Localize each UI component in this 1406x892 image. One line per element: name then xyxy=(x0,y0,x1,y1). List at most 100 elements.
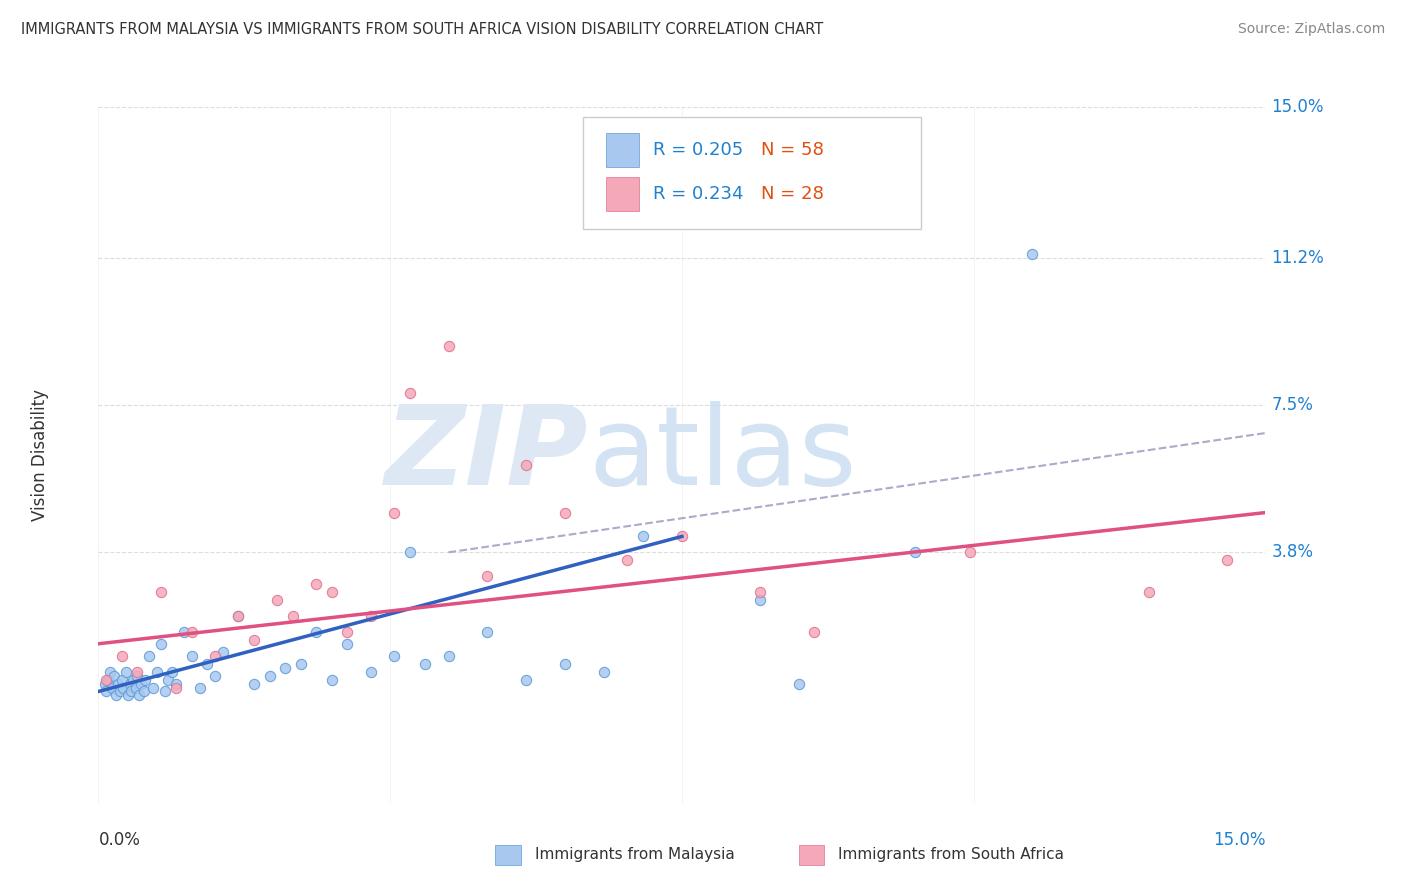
Point xyxy=(165,676,187,690)
Point xyxy=(134,673,156,687)
Point xyxy=(195,657,218,671)
Point xyxy=(281,609,304,624)
Point xyxy=(142,681,165,695)
Point xyxy=(398,545,420,559)
Text: 3.8%: 3.8% xyxy=(1271,543,1313,561)
Point xyxy=(959,545,981,559)
Text: 0.0%: 0.0% xyxy=(98,830,141,848)
Text: IMMIGRANTS FROM MALAYSIA VS IMMIGRANTS FROM SOUTH AFRICA VISION DISABILITY CORRE: IMMIGRANTS FROM MALAYSIA VS IMMIGRANTS F… xyxy=(21,22,824,37)
Text: atlas: atlas xyxy=(589,401,858,508)
Point xyxy=(146,665,169,679)
Bar xyxy=(606,134,638,167)
Point xyxy=(336,624,359,639)
Point xyxy=(477,569,499,583)
Point xyxy=(132,684,155,698)
Text: N = 28: N = 28 xyxy=(761,185,824,203)
Point xyxy=(305,624,328,639)
Point xyxy=(173,624,195,639)
Point xyxy=(93,676,115,690)
Point xyxy=(382,506,405,520)
Point xyxy=(114,665,136,679)
Text: 15.0%: 15.0% xyxy=(1213,830,1265,848)
FancyBboxPatch shape xyxy=(582,118,921,229)
Point xyxy=(212,645,235,659)
Point xyxy=(382,648,405,663)
Point xyxy=(360,665,382,679)
Point xyxy=(228,609,250,624)
Text: 15.0%: 15.0% xyxy=(1271,98,1323,116)
Point xyxy=(360,609,382,624)
Point xyxy=(243,632,266,647)
Point xyxy=(243,676,266,690)
Point xyxy=(631,529,654,543)
Text: Source: ZipAtlas.com: Source: ZipAtlas.com xyxy=(1237,22,1385,37)
Text: ZIP: ZIP xyxy=(385,401,589,508)
Point xyxy=(593,665,616,679)
Text: Immigrants from Malaysia: Immigrants from Malaysia xyxy=(534,847,734,863)
Point xyxy=(127,665,149,679)
Point xyxy=(117,689,139,703)
Point xyxy=(266,593,288,607)
Point xyxy=(290,657,312,671)
Point xyxy=(228,609,250,624)
Point xyxy=(616,553,638,567)
Text: N = 58: N = 58 xyxy=(761,141,824,159)
Point xyxy=(803,624,825,639)
Text: Vision Disability: Vision Disability xyxy=(31,389,49,521)
Point xyxy=(671,529,693,543)
Point xyxy=(96,684,118,698)
Point xyxy=(259,668,281,682)
Point xyxy=(97,673,120,687)
Point xyxy=(1137,585,1160,599)
Point xyxy=(107,676,129,690)
Point xyxy=(165,681,187,695)
Point xyxy=(149,585,172,599)
Point xyxy=(398,386,420,401)
Point xyxy=(1021,247,1043,261)
Point xyxy=(904,545,927,559)
Point xyxy=(138,648,160,663)
Point xyxy=(112,681,135,695)
Point xyxy=(477,624,499,639)
Point xyxy=(111,673,134,687)
Point xyxy=(1215,553,1237,567)
Point xyxy=(204,668,226,682)
Text: Immigrants from South Africa: Immigrants from South Africa xyxy=(838,847,1064,863)
Point xyxy=(118,676,141,690)
Point xyxy=(321,585,343,599)
Point xyxy=(554,657,576,671)
Point xyxy=(180,648,202,663)
Point xyxy=(204,648,226,663)
Point xyxy=(748,585,770,599)
Point xyxy=(437,648,460,663)
Bar xyxy=(606,178,638,211)
Point xyxy=(149,637,172,651)
Bar xyxy=(495,846,520,864)
Point xyxy=(180,624,202,639)
Point xyxy=(157,673,180,687)
Point xyxy=(125,681,148,695)
Point xyxy=(128,689,150,703)
Point xyxy=(188,681,211,695)
Point xyxy=(127,668,149,682)
Text: 11.2%: 11.2% xyxy=(1271,249,1324,267)
Point xyxy=(787,676,810,690)
Point xyxy=(515,673,537,687)
Point xyxy=(98,665,121,679)
Text: R = 0.234: R = 0.234 xyxy=(652,185,744,203)
Point xyxy=(122,673,145,687)
Point xyxy=(437,338,460,352)
Point xyxy=(305,577,328,591)
Bar xyxy=(799,846,824,864)
Point xyxy=(748,593,770,607)
Point xyxy=(101,681,124,695)
Text: 7.5%: 7.5% xyxy=(1271,396,1313,414)
Point xyxy=(413,657,436,671)
Point xyxy=(162,665,184,679)
Point xyxy=(321,673,343,687)
Point xyxy=(104,689,127,703)
Point xyxy=(108,684,131,698)
Point xyxy=(103,668,125,682)
Point xyxy=(153,684,176,698)
Point xyxy=(129,676,152,690)
